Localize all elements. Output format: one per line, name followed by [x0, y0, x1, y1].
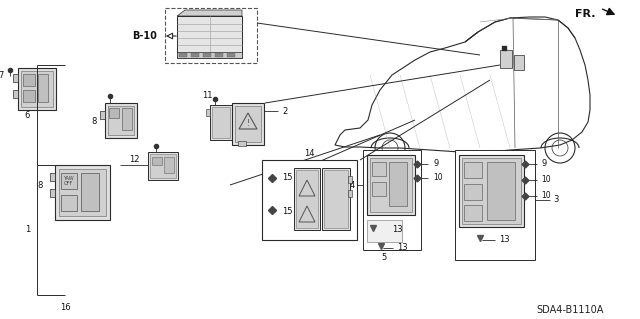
Bar	[372, 182, 386, 196]
Bar	[514, 55, 524, 70]
Text: 2: 2	[282, 107, 287, 115]
Bar	[348, 190, 352, 197]
Text: !: !	[246, 118, 250, 128]
Bar	[212, 107, 230, 138]
Text: YAW
OFF: YAW OFF	[63, 175, 74, 186]
Bar	[59, 169, 106, 216]
Bar	[177, 16, 242, 58]
Bar	[487, 162, 515, 220]
Bar	[296, 170, 318, 228]
Bar	[363, 150, 421, 250]
Bar	[179, 53, 187, 57]
Bar	[464, 184, 482, 200]
Bar	[464, 205, 482, 221]
Bar	[177, 52, 242, 58]
Text: 15: 15	[282, 174, 292, 182]
Bar	[50, 189, 55, 197]
Text: SDA4-B1110A: SDA4-B1110A	[536, 305, 604, 315]
Bar	[459, 155, 524, 227]
Bar	[367, 155, 415, 215]
Text: 9: 9	[433, 160, 438, 168]
Bar	[500, 50, 512, 68]
Bar	[165, 8, 257, 63]
Text: 10: 10	[541, 191, 550, 201]
Polygon shape	[177, 10, 242, 16]
Text: B-10: B-10	[132, 31, 157, 41]
Bar	[348, 176, 352, 183]
Bar	[152, 157, 162, 165]
Bar	[105, 103, 137, 138]
Text: 16: 16	[60, 303, 70, 313]
Bar	[324, 170, 348, 228]
Bar	[235, 106, 261, 142]
Bar	[150, 154, 176, 178]
Bar	[464, 162, 482, 178]
Text: 1: 1	[25, 226, 30, 234]
Text: 13: 13	[392, 226, 403, 234]
Text: 13: 13	[397, 243, 408, 253]
Text: 11: 11	[202, 91, 212, 100]
Text: 7: 7	[0, 71, 4, 80]
Bar	[322, 168, 350, 230]
Text: 9: 9	[541, 160, 547, 168]
Bar	[367, 220, 402, 242]
Bar	[55, 165, 110, 220]
Text: 13: 13	[499, 235, 509, 244]
Bar	[109, 108, 119, 118]
Text: 10: 10	[433, 174, 443, 182]
Bar	[238, 141, 246, 146]
Bar	[294, 168, 320, 230]
Bar	[13, 74, 18, 82]
Bar	[50, 173, 55, 181]
Bar	[191, 53, 199, 57]
Bar	[81, 173, 99, 211]
Text: 15: 15	[282, 207, 292, 217]
Bar	[372, 162, 386, 176]
Bar	[455, 150, 535, 260]
Text: 3: 3	[553, 196, 558, 204]
Text: 14: 14	[304, 149, 314, 158]
Text: 8: 8	[38, 181, 43, 189]
Bar	[23, 90, 35, 102]
Bar	[21, 71, 53, 107]
Bar	[232, 103, 264, 145]
Bar	[13, 90, 18, 98]
Bar	[389, 162, 407, 206]
Text: FR.: FR.	[575, 9, 596, 19]
Bar	[108, 106, 134, 135]
Bar	[38, 74, 48, 102]
Bar	[100, 111, 105, 119]
Bar	[215, 53, 223, 57]
Bar	[462, 158, 521, 224]
Bar	[164, 157, 174, 173]
Bar	[206, 109, 210, 116]
Text: 5: 5	[381, 253, 387, 262]
Bar	[61, 195, 77, 211]
Text: 10: 10	[541, 175, 550, 184]
Bar	[227, 53, 235, 57]
Bar	[23, 74, 35, 86]
Text: 4: 4	[349, 181, 355, 189]
Text: 8: 8	[92, 116, 97, 125]
Bar	[262, 160, 357, 240]
Bar	[370, 158, 412, 212]
Bar	[203, 53, 211, 57]
Bar	[148, 152, 178, 180]
Bar	[210, 105, 232, 140]
Text: 12: 12	[129, 155, 140, 165]
Bar	[18, 68, 56, 110]
Text: 6: 6	[24, 110, 30, 120]
Bar	[122, 108, 132, 130]
Bar	[61, 173, 77, 189]
